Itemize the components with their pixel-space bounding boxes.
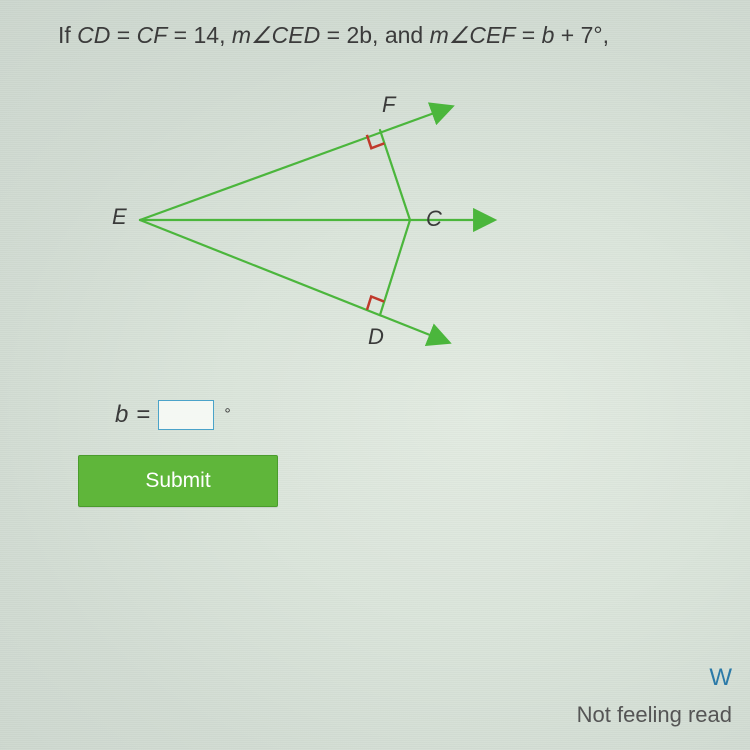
footer: W Not feeling read (577, 664, 732, 728)
submit-button[interactable]: Submit (78, 455, 278, 507)
geometry-diagram: F E C D (90, 80, 520, 360)
answer-var: b (115, 401, 128, 429)
label-F: F (382, 92, 395, 118)
answer-row: b = ° (115, 400, 231, 430)
label-D: D (368, 324, 384, 350)
question-text: If CD = CF = 14, m∠CED = 2b, and m∠CEF =… (58, 22, 609, 49)
answer-input[interactable] (158, 400, 214, 430)
answer-degree: ° (224, 406, 230, 424)
answer-equals: = (136, 401, 150, 429)
footer-heading-fragment: W (577, 664, 732, 692)
label-C: C (426, 206, 442, 232)
label-E: E (112, 204, 127, 230)
footer-text-fragment: Not feeling read (577, 702, 732, 728)
